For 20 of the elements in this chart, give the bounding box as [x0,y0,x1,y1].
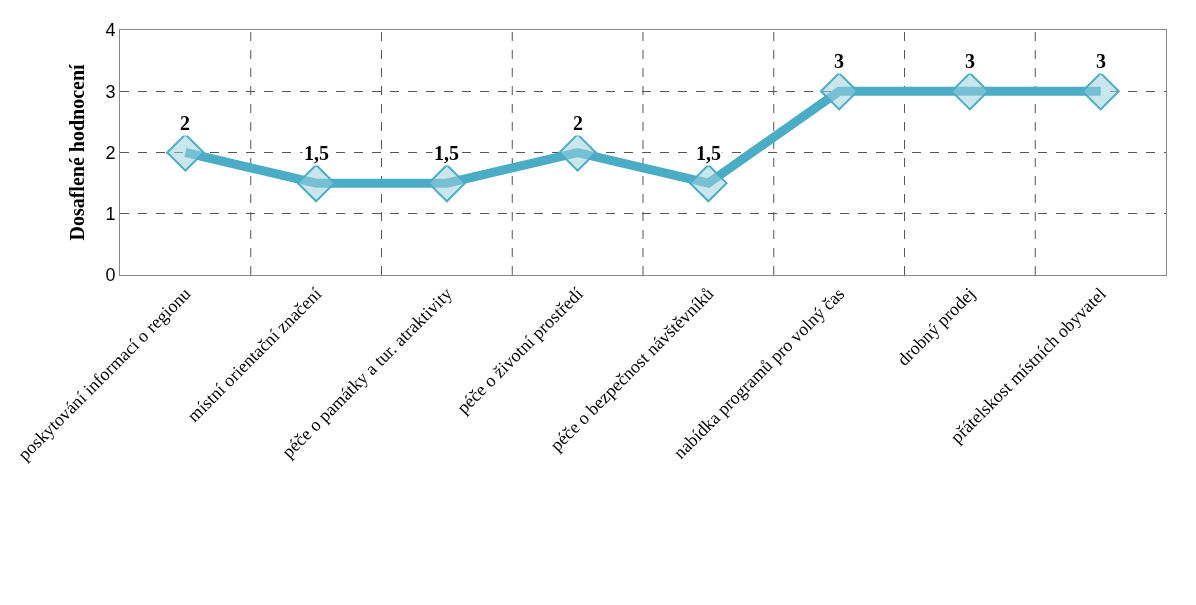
y-tick-label: 1 [105,204,116,225]
data-label: 3 [834,50,844,72]
data-label: 2 [573,112,583,134]
y-axis-title: Dosaflené hodnocení [65,64,88,241]
point [296,163,336,203]
point [427,163,467,203]
data-label: 3 [1096,50,1106,72]
point [819,72,859,111]
y-tick-label: 3 [105,81,116,102]
y-tick-label: 4 [105,20,116,41]
point [1081,72,1120,111]
data-label: 3 [965,50,975,72]
y-tick-label: 0 [105,265,116,286]
data-label: 2 [180,112,190,134]
data-label: 1,5 [304,142,329,164]
point [950,72,990,111]
point [689,163,728,203]
y-tick-label: 2 [105,142,116,163]
data-label: 1,5 [434,142,459,164]
data-label: 1,5 [696,142,721,164]
